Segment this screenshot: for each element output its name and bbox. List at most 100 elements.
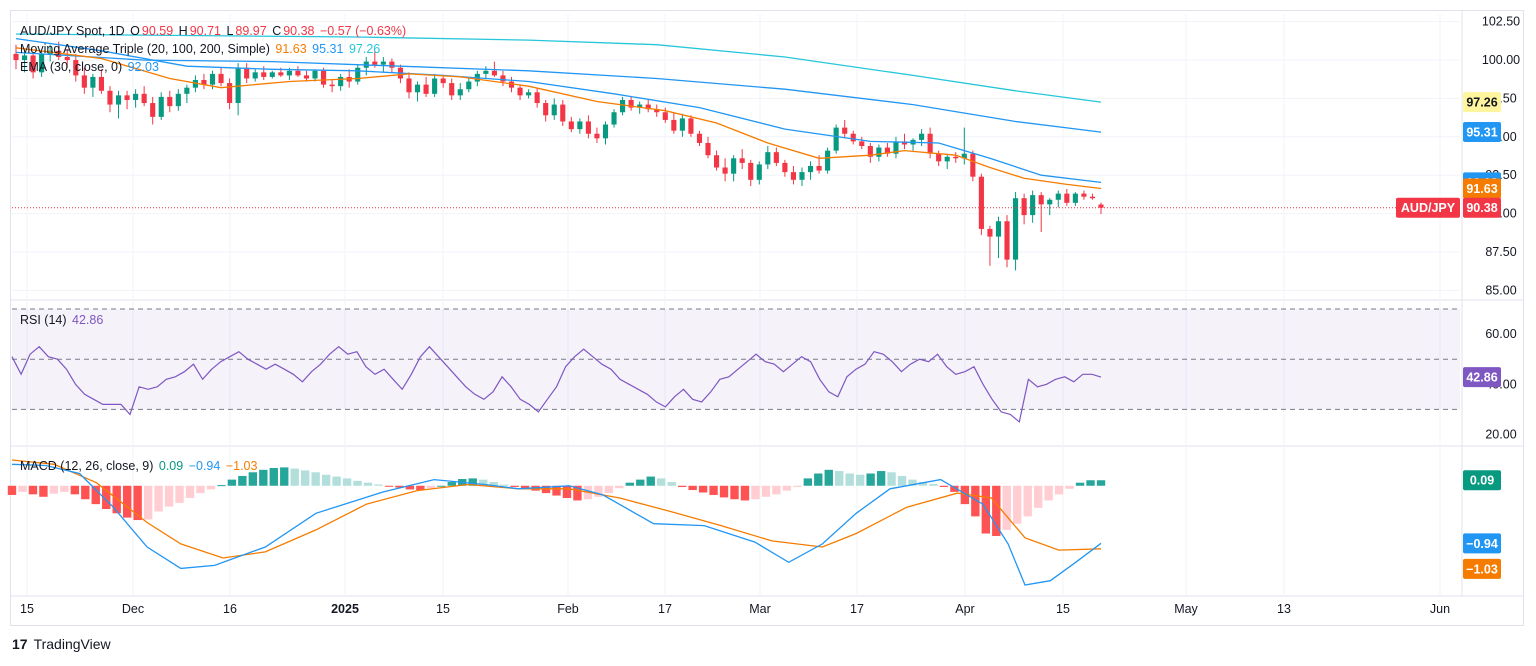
ema-value: 92.03: [127, 60, 159, 74]
ma20-badge-text: 91.63: [1466, 182, 1497, 196]
candle-body: [380, 61, 386, 65]
rsi-line: [11, 345, 1102, 423]
candle: [483, 66, 489, 79]
price-pane[interactable]: [12, 33, 1460, 271]
candle: [1013, 192, 1019, 271]
high-label: H: [178, 24, 188, 38]
tradingview-logo: 17: [12, 636, 28, 652]
candle-body: [850, 133, 856, 142]
candle: [867, 142, 873, 163]
tradingview-brand[interactable]: 17 TradingView: [12, 636, 111, 652]
candle: [218, 67, 224, 87]
macd-histogram-bar: [667, 482, 676, 486]
candle-body: [355, 67, 361, 82]
candle-body: [30, 55, 36, 73]
macd-histogram-bar: [939, 485, 949, 487]
candle-body: [141, 93, 147, 104]
macd-histogram-bar: [1013, 485, 1022, 524]
candle: [124, 90, 130, 110]
candle: [1030, 190, 1036, 223]
ma200-line: [15, 33, 1102, 103]
candle-body: [1004, 221, 1010, 260]
candle-body: [414, 84, 421, 93]
rsi-pane[interactable]: [11, 308, 1460, 423]
candle-body: [320, 70, 327, 85]
candle-body: [543, 103, 549, 116]
candle: [756, 161, 762, 185]
macd-histogram-bar: [81, 485, 90, 500]
candle: [893, 136, 899, 159]
macd-signal-badge-text: −1.03: [1466, 562, 1498, 576]
candle-body: [756, 164, 762, 180]
candle: [825, 147, 831, 174]
macd-histogram-bar: [740, 485, 750, 501]
macd-histogram-bar: [49, 485, 59, 494]
time-tick-label: 13: [1277, 602, 1291, 616]
candle: [594, 127, 600, 143]
candle: [560, 99, 566, 127]
candle-body: [551, 104, 557, 116]
ema-legend[interactable]: EMA (30, close, 0) 92.03: [20, 58, 161, 76]
low-label: L: [226, 24, 234, 38]
last-price-badge-text: 90.38: [1466, 201, 1497, 215]
candle-body: [825, 150, 831, 171]
candle-body: [602, 124, 609, 139]
tradingview-name: TradingView: [33, 636, 111, 652]
macd-histogram-bar: [866, 473, 875, 486]
candle-body: [1072, 193, 1078, 203]
candle-body: [534, 92, 540, 104]
ema30-line: [15, 37, 1102, 184]
chart-container[interactable]: [10, 10, 1524, 626]
close-value: 90.38: [283, 24, 315, 38]
macd-histogram-bar: [845, 473, 854, 486]
candle: [175, 89, 181, 111]
macd-pane[interactable]: [7, 459, 1106, 586]
candle: [406, 72, 412, 99]
macd-histogram-bar: [405, 485, 415, 490]
candle: [338, 73, 344, 91]
candle-body: [517, 87, 523, 96]
ma100-line: [15, 51, 1102, 133]
macd-histogram-bar: [1002, 485, 1011, 530]
ma-legend[interactable]: Moving Average Triple (20, 100, 200, Sim…: [20, 40, 382, 58]
candle-body: [526, 92, 532, 96]
candle: [517, 84, 523, 100]
macd-histogram-bar: [363, 482, 373, 486]
rsi-legend[interactable]: RSI (14) 42.86: [20, 311, 105, 329]
macd-histogram-bar: [646, 476, 655, 486]
candle-body: [876, 147, 882, 157]
candle-body: [577, 121, 583, 130]
candle-body: [389, 61, 395, 68]
macd-histogram-bar: [353, 480, 362, 486]
macd-histogram-bar: [751, 485, 760, 500]
symbol-title: AUD/JPY Spot, 1D: [20, 24, 125, 38]
candle: [167, 90, 173, 113]
candle: [1089, 193, 1096, 200]
candle-body: [927, 133, 933, 154]
time-tick-label: Apr: [955, 602, 974, 616]
candle: [244, 63, 250, 84]
candle-body: [406, 78, 412, 93]
price-tick-label: 87.50: [1485, 245, 1516, 259]
candle: [654, 104, 660, 117]
candle-body: [39, 53, 45, 73]
macd-histogram-bar: [604, 485, 614, 494]
macd-histogram-bar: [657, 478, 666, 486]
candle-body: [184, 87, 190, 94]
macd-histogram-bar: [573, 485, 582, 501]
ma100-badge-bg: [1463, 122, 1501, 143]
macd-legend[interactable]: MACD (12, 26, close, 9) 0.09 −0.94 −1.03: [20, 457, 259, 475]
macd-histogram-bar: [520, 485, 530, 489]
ma20-badge: 91.63: [1463, 178, 1501, 199]
macd-histogram-bar: [122, 485, 132, 518]
candle-body: [90, 76, 96, 88]
macd-histogram-bar: [395, 485, 404, 488]
candle-body: [286, 70, 292, 76]
candle-body: [671, 119, 677, 131]
candle-body: [995, 221, 1002, 237]
candle: [13, 44, 19, 70]
candle-body: [252, 72, 258, 79]
candle: [1004, 215, 1010, 268]
macd-histogram-bar: [594, 485, 603, 497]
